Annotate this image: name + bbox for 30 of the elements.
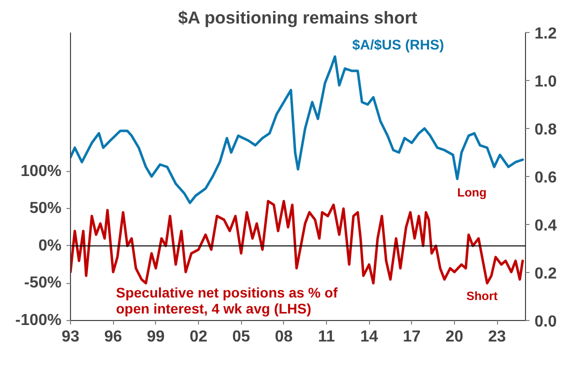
line-series — [70, 200, 524, 284]
x-tick-label: 08 — [274, 328, 293, 346]
annotation: Short — [466, 289, 498, 304]
x-tick-label: 14 — [360, 328, 378, 346]
y2-tick-label: 0.6 — [534, 170, 557, 186]
y2-tick-label: 1.0 — [534, 74, 557, 90]
x-tick-label: 93 — [62, 328, 80, 346]
x-tick-label: 02 — [190, 328, 208, 346]
y-tick-label: 100% — [20, 162, 62, 180]
y-tick-label: -50% — [24, 274, 62, 292]
y2-tick-label: 0.2 — [534, 266, 557, 282]
y-tick-label: 50% — [29, 200, 62, 218]
x-tick-label: 96 — [104, 328, 122, 346]
y2-tick-label: 1.2 — [534, 26, 557, 42]
y2-tick-label: 0.4 — [534, 218, 557, 234]
x-tick-label: 11 — [318, 328, 335, 346]
x-tick-label: 20 — [446, 328, 464, 346]
line-series — [70, 55, 524, 204]
x-tick-label: 23 — [488, 328, 506, 346]
x-tick-label: 05 — [232, 328, 250, 346]
series-label: Speculative net positions as % of open interest, 4 wk avg (LHS) — [116, 284, 338, 316]
x-tick-label: 99 — [146, 328, 165, 346]
x-tick-label: 17 — [402, 328, 421, 346]
chart-title: $A positioning remains short — [178, 8, 418, 28]
y2-tick-label: 0.8 — [534, 122, 557, 138]
y-tick-label: 0% — [38, 237, 62, 254]
annotation: Long — [457, 186, 487, 200]
y-tick-label: -100% — [15, 312, 62, 329]
series-label: $A/$US (RHS) — [352, 36, 444, 53]
y2-tick-label: 0.0 — [534, 314, 557, 330]
